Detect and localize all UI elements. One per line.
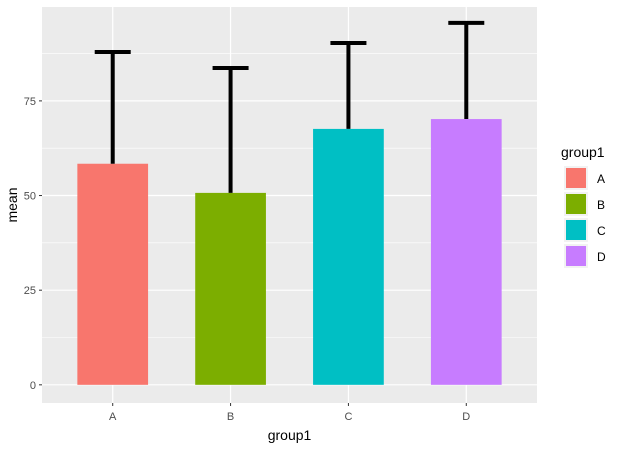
legend-label: D bbox=[597, 250, 606, 264]
y-tick-label: 50 bbox=[24, 191, 36, 203]
y-axis-title: mean bbox=[4, 187, 20, 222]
bar-A bbox=[77, 163, 149, 385]
bar-B bbox=[195, 192, 266, 385]
legend-swatch-C bbox=[566, 220, 586, 240]
x-tick-label: C bbox=[344, 411, 352, 423]
legend-label: B bbox=[597, 198, 605, 212]
legend-swatch-B bbox=[566, 194, 586, 214]
y-tick-label: 25 bbox=[24, 285, 36, 297]
legend-swatch-D bbox=[566, 246, 586, 266]
bar-C bbox=[313, 128, 384, 385]
y-tick-label: 0 bbox=[30, 380, 36, 392]
x-tick-label: A bbox=[109, 411, 117, 423]
legend-swatch-A bbox=[566, 168, 586, 188]
legend-label: A bbox=[597, 172, 605, 186]
legend-title: group1 bbox=[561, 144, 605, 160]
legend-label: C bbox=[597, 224, 606, 238]
x-tick-label: D bbox=[462, 411, 470, 423]
bar-D bbox=[430, 119, 502, 385]
y-tick-label: 75 bbox=[24, 96, 36, 108]
x-axis-title: group1 bbox=[268, 427, 312, 443]
x-tick-label: B bbox=[227, 411, 234, 423]
